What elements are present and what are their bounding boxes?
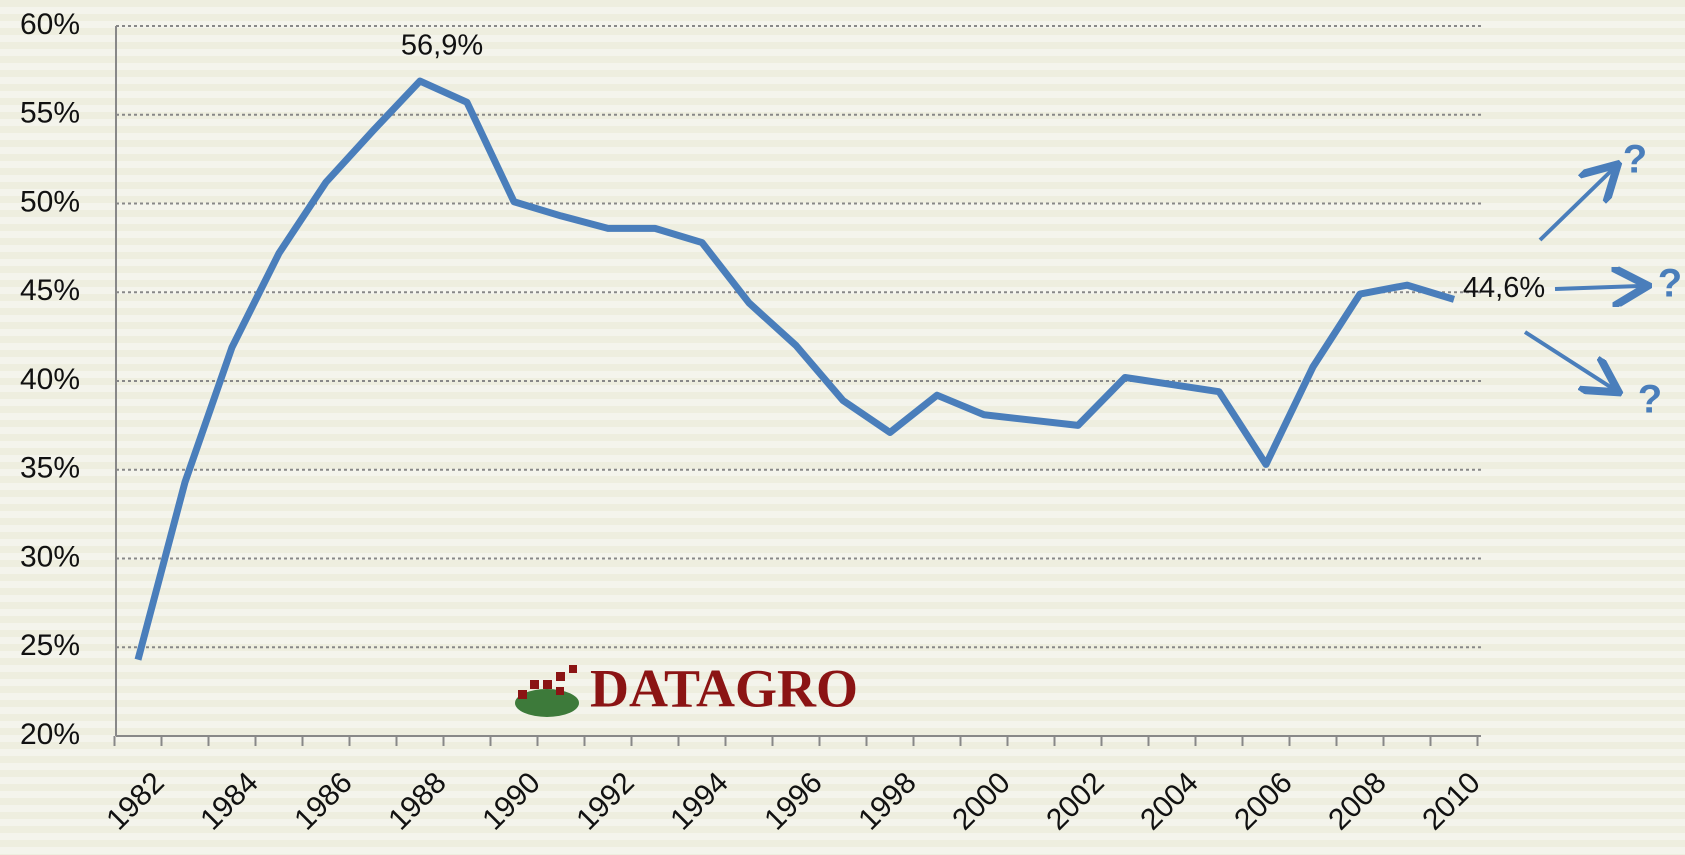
y-tick-label: 60%	[20, 8, 80, 41]
annotation: ?	[1638, 378, 1662, 422]
y-tick-label: 35%	[20, 452, 80, 485]
value-label: 44,6%	[1463, 272, 1545, 304]
y-tick-label: 40%	[20, 363, 80, 396]
y-tick-label: 55%	[20, 97, 80, 130]
y-tick-label: 20%	[20, 718, 80, 751]
logo-icon	[515, 665, 579, 717]
arrow	[1554, 286, 1640, 289]
y-tick-label: 25%	[20, 629, 80, 662]
data-line	[134, 77, 1456, 661]
arrow	[1523, 330, 1612, 388]
arrow	[1538, 170, 1612, 242]
y-tick-label: 45%	[20, 274, 80, 307]
annotation: ?	[1623, 138, 1647, 182]
logo: DATAGRO	[590, 658, 858, 718]
value-label: 56,9%	[401, 30, 483, 62]
y-tick-label: 50%	[20, 185, 80, 218]
annotation: ?	[1658, 262, 1682, 306]
y-tick-label: 30%	[20, 540, 80, 573]
